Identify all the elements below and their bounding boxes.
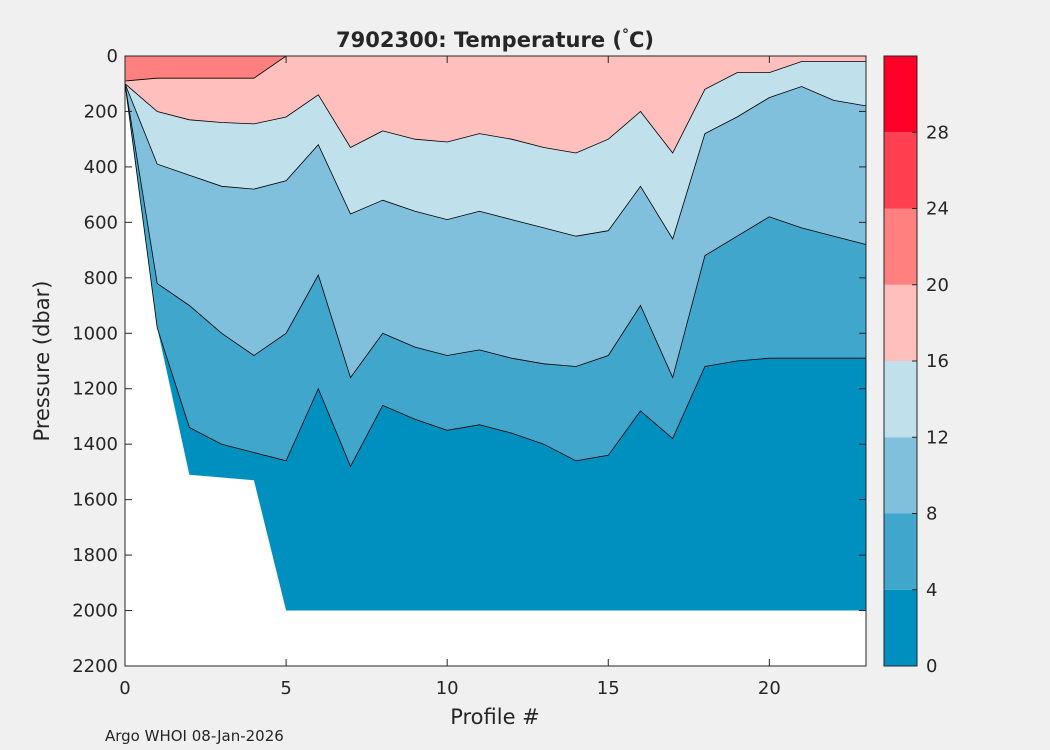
contour-fills	[125, 56, 866, 611]
y-tick-label: 2000	[72, 601, 118, 622]
colorbar-tick-label: 28	[926, 122, 949, 143]
y-tick-label: 1000	[72, 323, 118, 344]
colorbar-tick-label: 4	[926, 580, 937, 601]
footer-credit: Argo WHOI 08-Jan-2026	[105, 727, 284, 745]
colorbar-tick-label: 20	[926, 275, 949, 296]
y-tick-label: 400	[84, 157, 118, 178]
y-tick-label: 0	[107, 46, 118, 67]
plot-frame	[124, 55, 867, 667]
y-tick-label: 1200	[72, 379, 118, 400]
contour-lines	[124, 55, 867, 468]
colorbar-swatch	[884, 284, 917, 361]
colorbar-tick-label: 24	[926, 199, 949, 220]
colorbar: 0 4 8 12 16 20 24 28	[883, 55, 949, 677]
chart-title: 7902300: Temperature (°C)	[336, 27, 654, 52]
isotherm-12	[124, 83, 867, 240]
chart-title-post: C)	[629, 28, 654, 52]
colorbar-tick-label: 8	[926, 504, 937, 525]
x-tick-label: 15	[597, 678, 620, 699]
y-tick-label: 800	[84, 268, 118, 289]
chart-title-degree: °	[622, 27, 629, 43]
colorbar-swatch	[884, 589, 917, 666]
x-tick-label: 20	[758, 678, 781, 699]
colorbar-swatch	[884, 56, 917, 133]
colorbar-swatch	[884, 437, 917, 514]
chart-title-pre: 7902300: Temperature (	[336, 28, 622, 52]
colorbar-swatch	[884, 208, 917, 285]
colorbar-swatch	[884, 361, 917, 438]
colorbar-tick-label: 16	[926, 351, 949, 372]
colorbar-tick-label: 0	[926, 656, 937, 677]
isotherm-8	[124, 83, 867, 379]
isotherm-4	[124, 83, 866, 468]
x-tick-label: 0	[119, 678, 130, 699]
y-tick-label: 1800	[72, 545, 118, 566]
band-above-16	[125, 56, 866, 153]
y-tick-label: 200	[84, 101, 118, 122]
y-tick-label: 1600	[72, 490, 118, 511]
x-axis-label: Profile #	[450, 705, 540, 729]
y-axis-ticks: 0 200 400 600 800 1000 1200 1400 1600 1800 2000 220…	[72, 46, 866, 677]
y-tick-label: 2200	[72, 656, 118, 677]
x-tick-label: 5	[280, 678, 291, 699]
x-axis-ticks: 0 5 10 15 20	[119, 56, 781, 699]
x-tick-label: 10	[436, 678, 459, 699]
y-tick-label: 1400	[72, 434, 118, 455]
colorbar-swatch	[884, 132, 917, 209]
y-tick-label: 600	[84, 212, 118, 233]
isotherm-16	[124, 61, 866, 154]
colorbar-tick-label: 12	[926, 427, 949, 448]
band-above-20	[125, 56, 866, 81]
y-axis-label: Pressure (dbar)	[30, 281, 54, 442]
colorbar-swatch	[884, 513, 917, 590]
